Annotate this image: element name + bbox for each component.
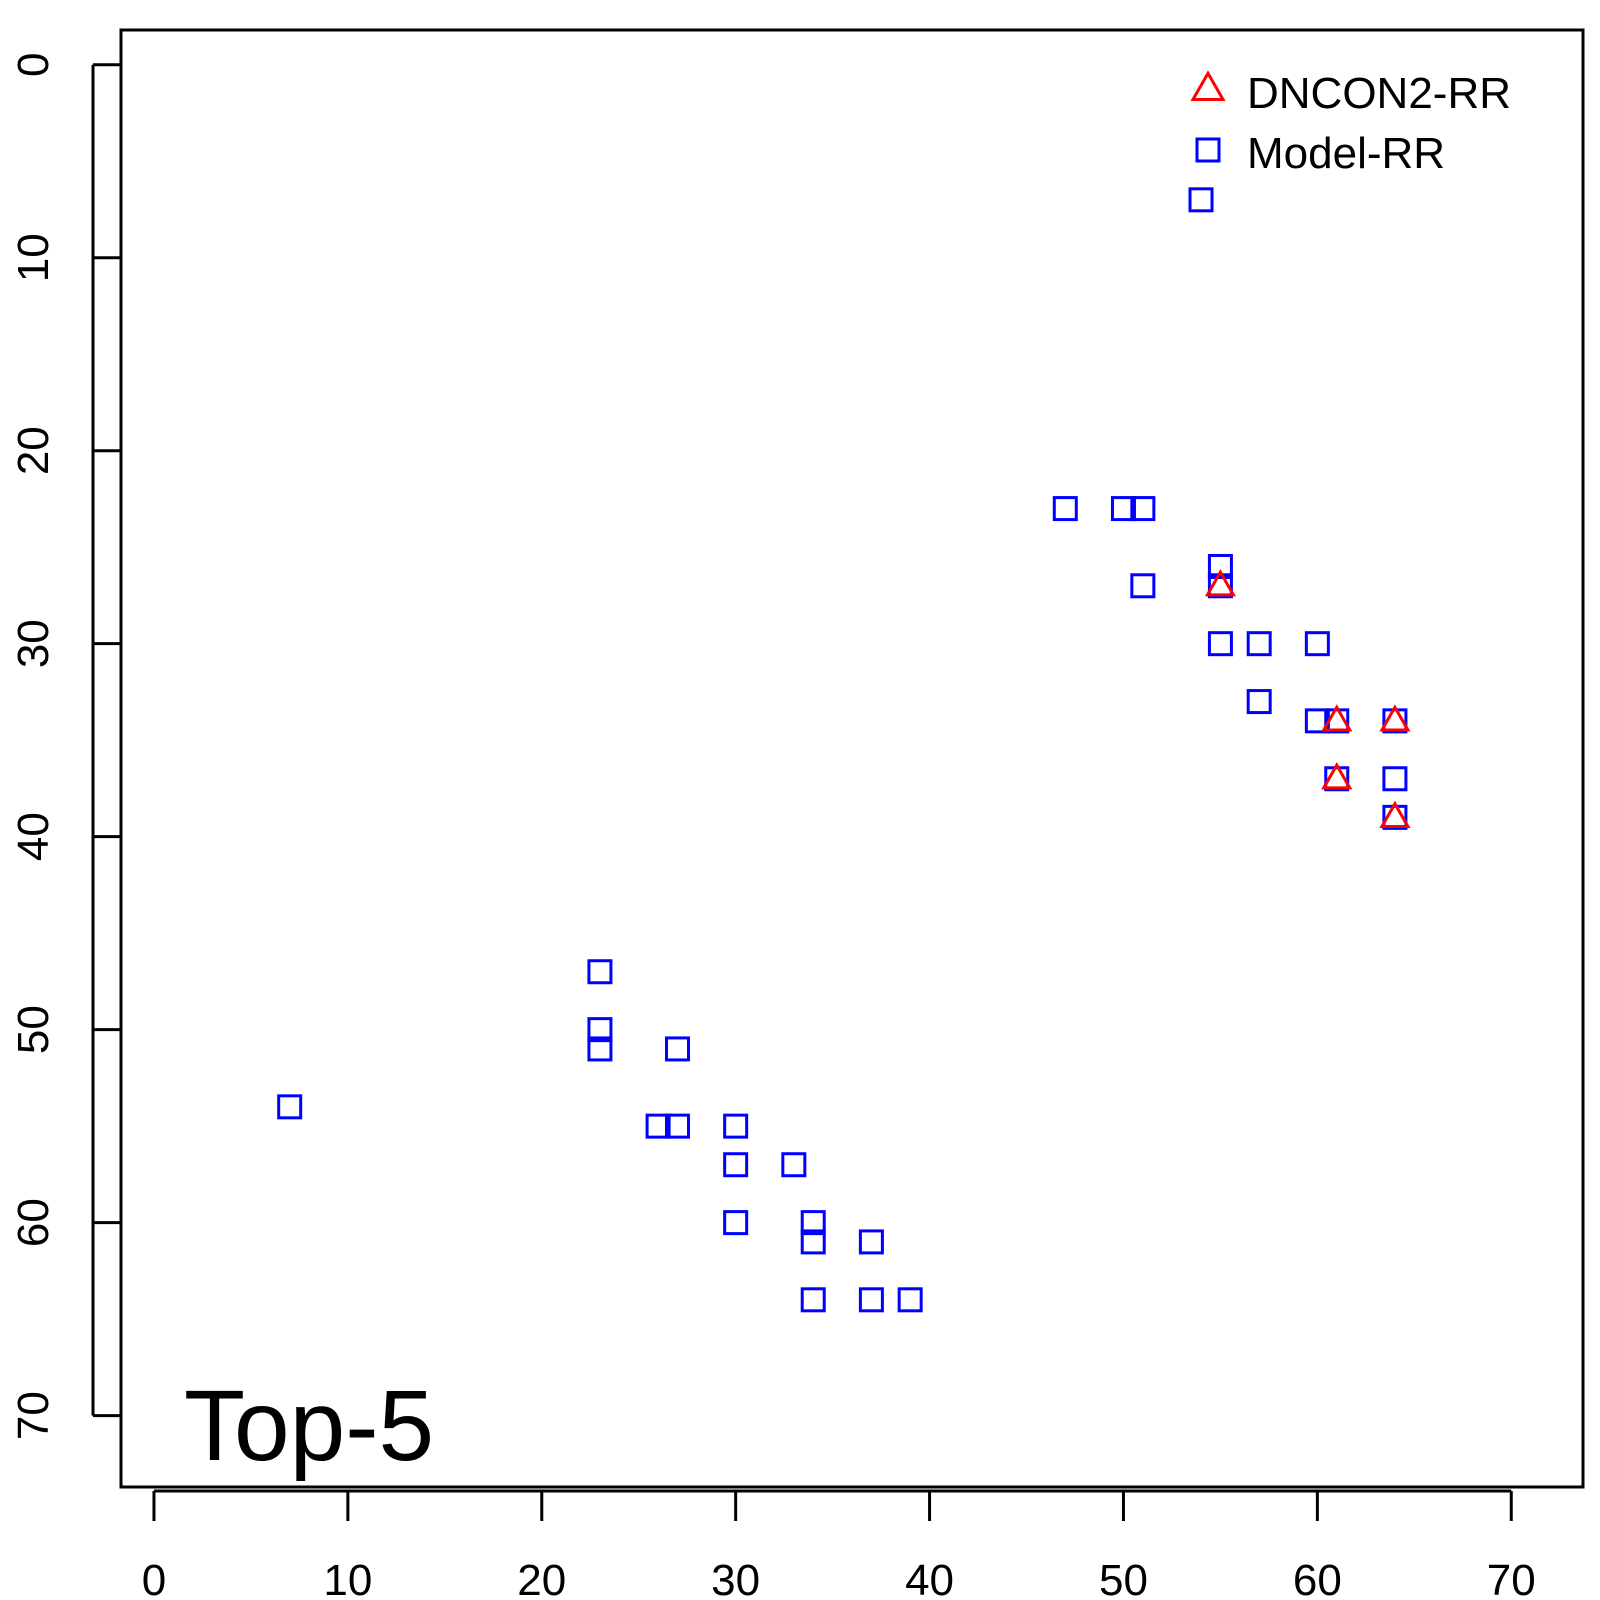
point-model-rr: [781, 1152, 807, 1178]
point-model-rr: [897, 1287, 923, 1313]
y-tick-label: 60: [9, 1198, 58, 1247]
point-model-rr: [587, 959, 613, 985]
legend: DNCON2-RR Model-RR: [1190, 69, 1511, 178]
y-tick-label: 10: [9, 233, 58, 282]
point-model-rr: [1110, 496, 1136, 522]
point-model-rr: [858, 1287, 884, 1313]
y-tick-label: 50: [9, 1005, 58, 1054]
point-model-rr: [723, 1210, 749, 1236]
legend-label-dncon2-rr: DNCON2-RR: [1247, 69, 1511, 118]
point-dncon2-rr: [1321, 762, 1353, 790]
point-model-rr: [1304, 631, 1330, 657]
point-model-rr: [645, 1113, 671, 1139]
point-dncon2-rr: [1321, 704, 1353, 732]
point-model-rr: [1207, 631, 1233, 657]
y-tick-label: 0: [9, 52, 58, 76]
point-model-rr: [277, 1094, 303, 1120]
point-dncon2-rr: [1379, 800, 1411, 828]
x-tick-label: 30: [711, 1556, 760, 1600]
data-points: [277, 187, 1411, 1313]
y-axis: 0 10 20 30 40 50 60 70: [9, 52, 121, 1440]
x-tick-label: 50: [1099, 1556, 1148, 1600]
point-dncon2-rr: [1379, 704, 1411, 732]
point-model-rr: [1207, 553, 1233, 579]
point-model-rr: [1382, 766, 1408, 792]
y-tick-label: 70: [9, 1391, 58, 1440]
legend-marker-triangle: [1190, 70, 1226, 101]
point-model-rr: [723, 1113, 749, 1139]
point-model-rr: [1130, 496, 1156, 522]
point-model-rr: [587, 1017, 613, 1043]
legend-label-model-rr: Model-RR: [1247, 129, 1445, 178]
x-tick-label: 10: [323, 1556, 372, 1600]
point-model-rr: [1188, 187, 1214, 213]
point-model-rr: [664, 1036, 690, 1062]
plot-frame: [119, 28, 1585, 1489]
panel-annotation: Top-5: [184, 1370, 434, 1482]
y-tick-label: 40: [9, 812, 58, 861]
point-model-rr: [1246, 631, 1272, 657]
x-tick-label: 20: [517, 1556, 566, 1600]
point-dncon2-rr: [1204, 569, 1236, 597]
y-tick-label: 20: [9, 426, 58, 475]
legend-marker-square: [1195, 137, 1221, 163]
x-tick-label: 70: [1487, 1556, 1536, 1600]
point-model-rr: [858, 1229, 884, 1255]
point-model-rr: [664, 1113, 690, 1139]
point-model-rr: [800, 1287, 826, 1313]
x-axis: 0 10 20 30 40 50 60 70: [142, 1489, 1536, 1600]
x-tick-label: 40: [905, 1556, 954, 1600]
point-model-rr: [1246, 689, 1272, 715]
point-model-rr: [800, 1229, 826, 1255]
y-tick-label: 30: [9, 619, 58, 668]
point-model-rr: [1052, 496, 1078, 522]
point-model-rr: [587, 1036, 613, 1062]
x-tick-label: 60: [1293, 1556, 1342, 1600]
point-model-rr: [800, 1210, 826, 1236]
point-model-rr: [723, 1152, 749, 1178]
x-tick-label: 0: [142, 1556, 166, 1600]
point-model-rr: [1130, 573, 1156, 599]
